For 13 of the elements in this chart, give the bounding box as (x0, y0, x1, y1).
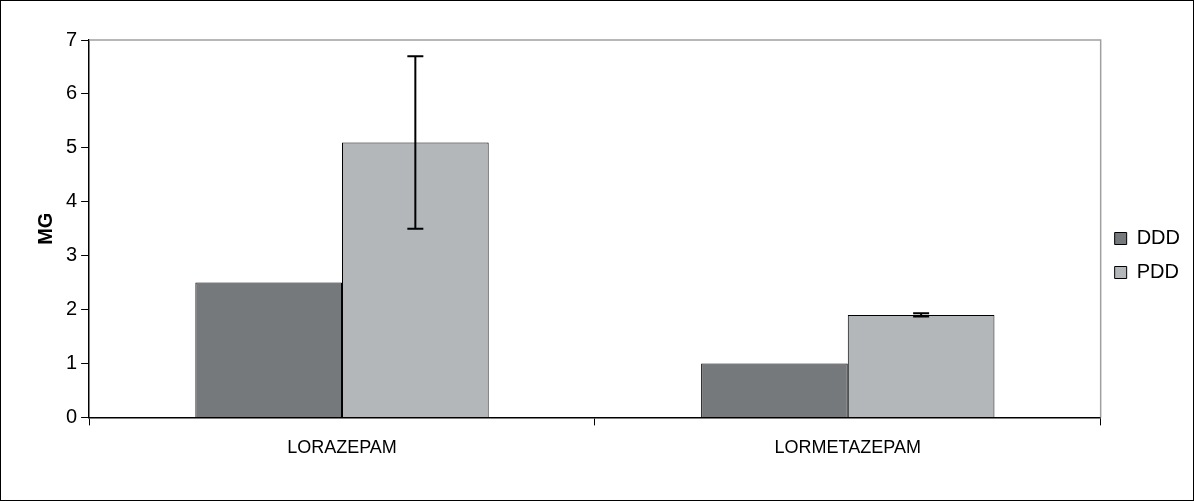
y-tick-label: 7 (66, 27, 78, 50)
y-tick-label: 2 (66, 297, 78, 320)
legend-label: DDD (1136, 226, 1181, 249)
x-tick-label: LORAZEPAM (287, 437, 397, 458)
y-tick-label: 1 (66, 351, 78, 373)
y-tick-label: 4 (66, 189, 78, 212)
legend-label: PDD (1136, 260, 1179, 283)
y-tick-label: 3 (66, 243, 78, 266)
y-tick-label: 5 (66, 135, 78, 158)
y-tick-label: 6 (66, 81, 78, 104)
y-tick-label: 0 (66, 404, 78, 427)
y-axis-title: MG (33, 212, 56, 245)
x-tick-label: LORMETAZEPAM (774, 437, 921, 458)
